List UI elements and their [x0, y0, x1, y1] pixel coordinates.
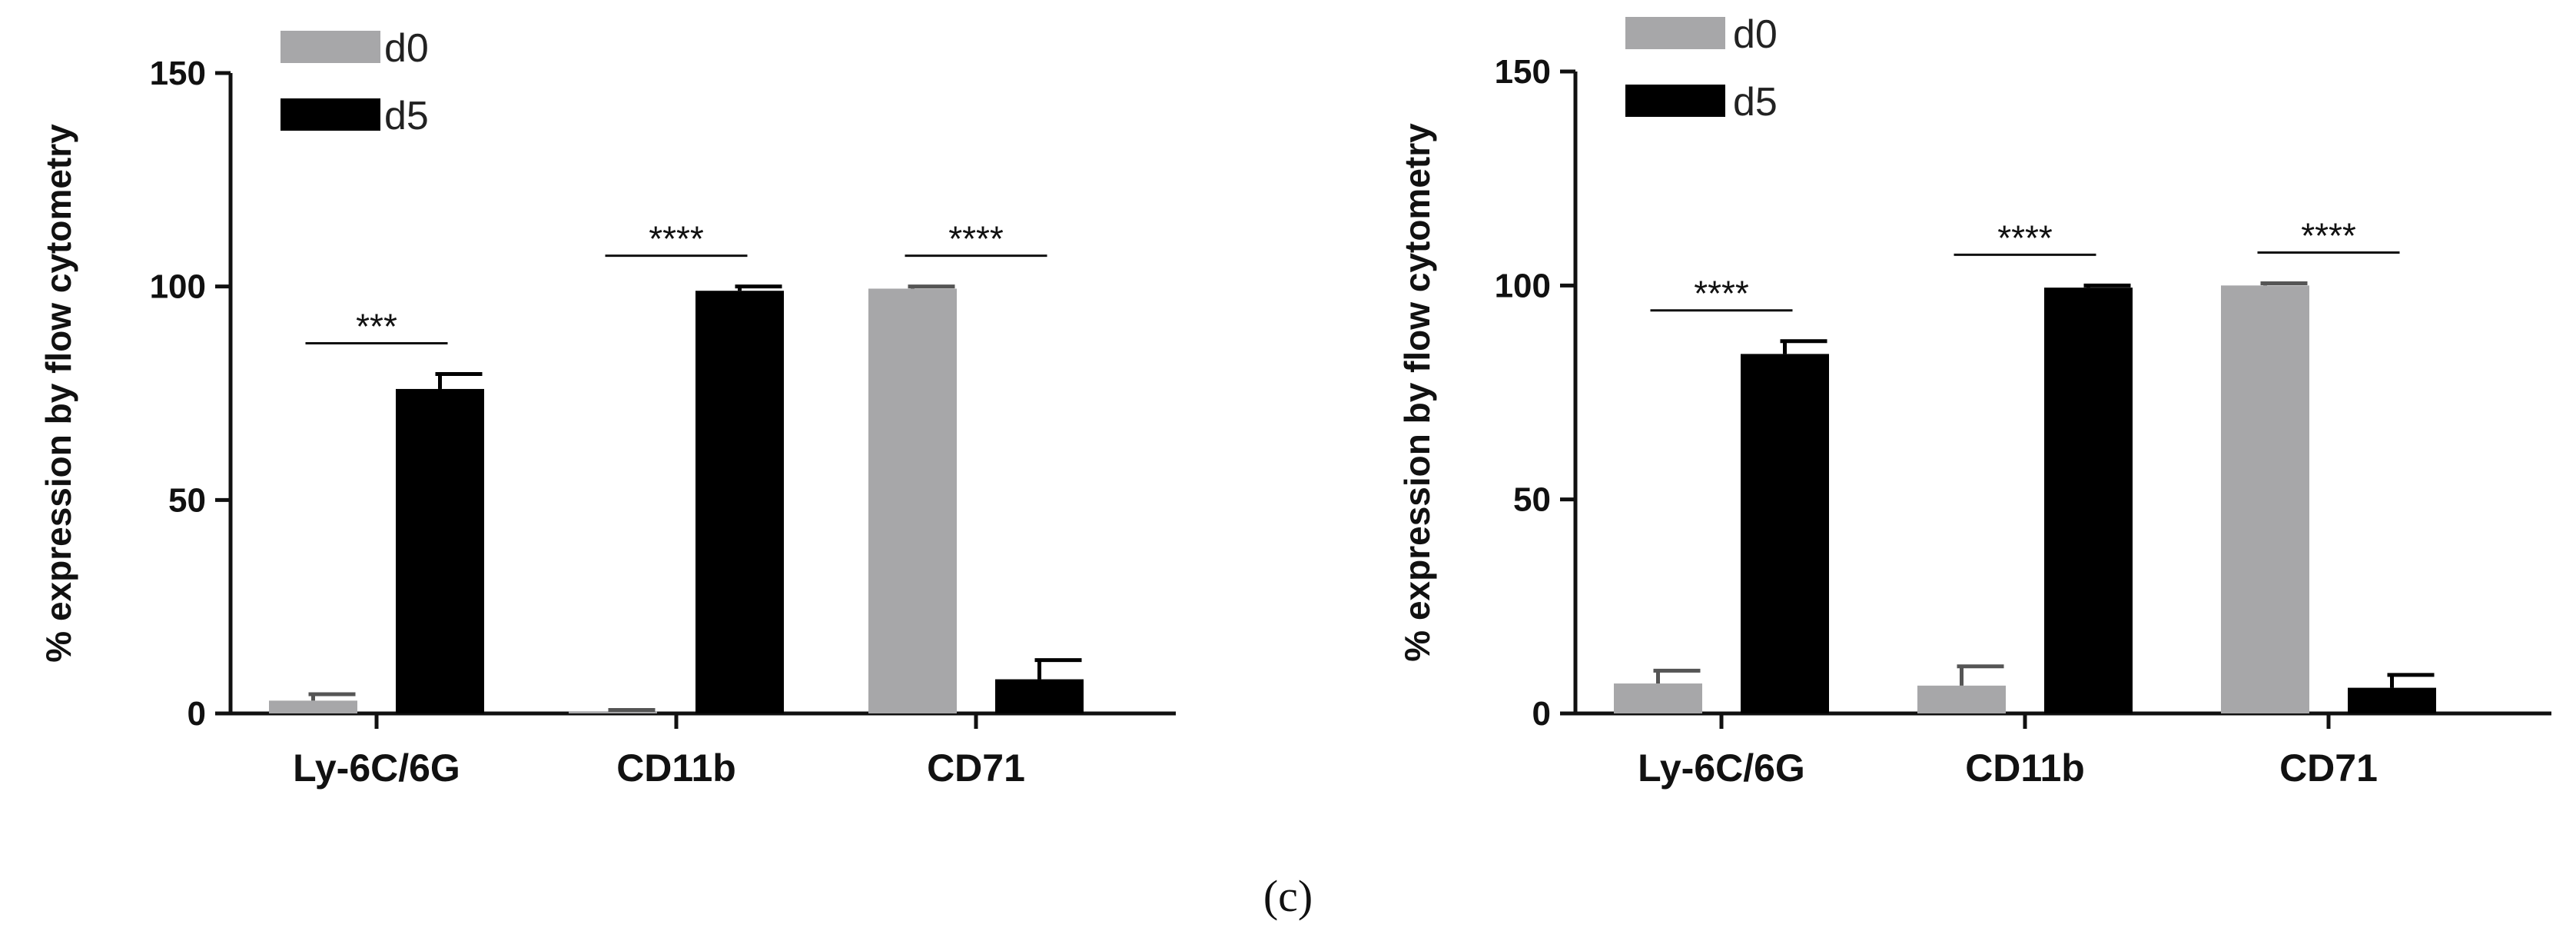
- legend-label-d0: d0: [1733, 12, 1778, 57]
- legend-label-d5: d5: [384, 94, 429, 138]
- x-tick-label: CD11b: [616, 747, 736, 790]
- y-axis-label: % expression by flow cytometry: [1397, 123, 1437, 662]
- legend-label-d0: d0: [384, 26, 429, 71]
- bar-d5-cd11b: [695, 291, 784, 714]
- significance-label: ****: [1694, 274, 1749, 314]
- chart-left: 0 50 100 150 % expression by flow cytometry L…: [38, 26, 1176, 790]
- y-tick-label: 150: [1495, 53, 1551, 91]
- bar-d5-cd71: [2348, 687, 2436, 713]
- y-tick-label: 0: [1532, 695, 1551, 733]
- bar-d0-cd11b: [569, 711, 657, 713]
- bar-d0-cd11b: [1917, 685, 2006, 713]
- bar-d5-ly-6c-6g: [396, 388, 484, 713]
- y-tick-label: 50: [168, 481, 206, 519]
- y-tick-label: 100: [150, 268, 206, 306]
- legend-swatch-d5: [281, 98, 380, 131]
- significance-label: ****: [1997, 218, 2053, 258]
- bar-d0-ly-6c-6g: [1614, 683, 1702, 713]
- significance-label: ****: [649, 219, 704, 259]
- y-tick-label: 100: [1495, 267, 1551, 304]
- y-tick-label: 50: [1513, 481, 1551, 519]
- x-tick-label: Ly-6C/6G: [1638, 747, 1805, 790]
- bar-d5-cd71: [995, 679, 1084, 713]
- bar-d5-cd11b: [2044, 288, 2133, 713]
- x-tick-label: Ly-6C/6G: [293, 747, 460, 790]
- x-tick-label: CD11b: [1965, 747, 2085, 790]
- bar-d0-ly-6c-6g: [269, 700, 357, 713]
- legend-label-d5: d5: [1733, 80, 1778, 125]
- legend-swatch-d0: [1625, 17, 1725, 49]
- bar-d0-cd71: [868, 288, 957, 713]
- y-tick-label: 150: [150, 55, 206, 92]
- significance-label: ****: [2301, 216, 2356, 256]
- significance-label: ****: [948, 219, 1004, 259]
- chart-right: 0 50 100 150 % expression by flow cytometry L…: [1397, 12, 2551, 790]
- figure-caption: (c): [1263, 871, 1313, 921]
- significance-label: ***: [356, 307, 397, 347]
- legend-swatch-d0: [281, 31, 380, 63]
- bar-d5-ly-6c-6g: [1741, 354, 1829, 713]
- y-axis-label: % expression by flow cytometry: [38, 124, 78, 663]
- x-tick-label: CD71: [927, 747, 1025, 790]
- bar-d0-cd71: [2221, 285, 2309, 713]
- y-tick-label: 0: [188, 695, 206, 733]
- x-tick-label: CD71: [2279, 747, 2378, 790]
- legend-swatch-d5: [1625, 85, 1725, 117]
